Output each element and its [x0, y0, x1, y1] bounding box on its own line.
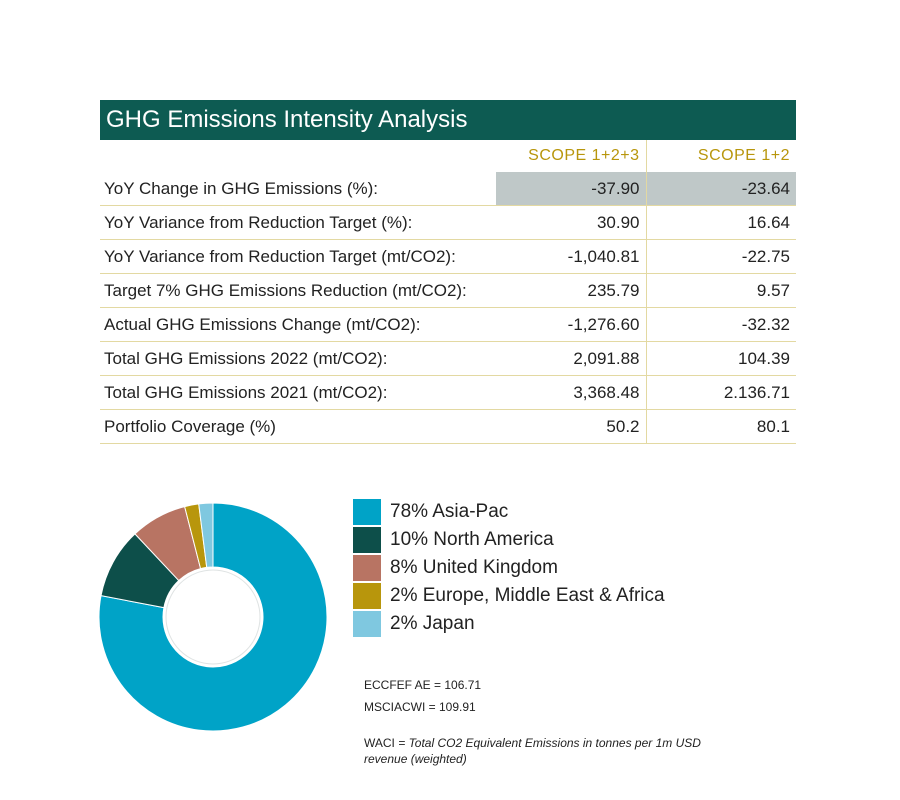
waci-definition: = Total CO2 Equivalent Emissions in tonn… — [364, 736, 701, 766]
row-label: YoY Variance from Reduction Target (%): — [100, 205, 496, 240]
legend-label: 78% Asia-Pac — [390, 501, 509, 522]
table-row: YoY Change in GHG Emissions (%): -37.90 … — [100, 172, 796, 206]
scope-12-value: -23.64 — [646, 172, 796, 206]
waci-term: WACI — [364, 736, 395, 750]
scope-12-value: 104.39 — [646, 341, 796, 376]
donut-inner-ring — [165, 569, 261, 665]
scope-123-value: 30.90 — [496, 205, 647, 240]
scope-12-value: 16.64 — [646, 205, 796, 240]
scope-123-value: 235.79 — [496, 273, 647, 308]
legend-swatch — [353, 555, 381, 581]
scope-12-value: 80.1 — [646, 409, 796, 444]
donut-slice — [99, 503, 327, 731]
legend-label: 2% Japan — [390, 613, 475, 634]
ghg-table: SCOPE 1+2+3 SCOPE 1+2 YoY Change in GHG … — [100, 140, 796, 444]
row-label: Actual GHG Emissions Change (mt/CO2): — [100, 307, 496, 342]
eccfef-note: ECCFEF AE = 106.71 — [364, 678, 482, 692]
scope-123-value: -1,040.81 — [496, 239, 647, 274]
legend-item: 8% United Kingdom — [353, 554, 665, 582]
ghg-table-card: GHG Emissions Intensity Analysis SCOPE 1… — [100, 100, 796, 444]
table-row: Target 7% GHG Emissions Reduction (mt/CO… — [100, 273, 796, 308]
row-label: Total GHG Emissions 2021 (mt/CO2): — [100, 375, 496, 410]
legend-swatch — [353, 527, 381, 553]
legend-item: 10% North America — [353, 526, 665, 554]
header-scope-123: SCOPE 1+2+3 — [496, 140, 647, 172]
header-scope-12: SCOPE 1+2 — [697, 147, 790, 164]
scope-123-value: 50.2 — [496, 409, 647, 444]
legend-item: 78% Asia-Pac — [353, 498, 665, 526]
msciacwi-note: MSCIACWI = 109.91 — [364, 700, 476, 714]
scope-12-value: -32.32 — [646, 307, 796, 342]
scope-12-value: 9.57 — [646, 273, 796, 308]
table-row: YoY Variance from Reduction Target (mt/C… — [100, 239, 796, 274]
scope-12-value: -22.75 — [646, 239, 796, 274]
table-row: Portfolio Coverage (%) 50.2 80.1 — [100, 409, 796, 444]
waci-note: WACI = Total CO2 Equivalent Emissions in… — [364, 735, 744, 767]
row-label: YoY Change in GHG Emissions (%): — [100, 172, 496, 206]
legend-swatch — [353, 611, 381, 637]
table-title: GHG Emissions Intensity Analysis — [100, 100, 796, 140]
chart-legend: 78% Asia-Pac 10% North America 8% United… — [353, 498, 665, 638]
legend-label: 2% Europe, Middle East & Africa — [390, 585, 665, 606]
donut-slice — [198, 503, 214, 568]
region-donut-chart — [99, 503, 327, 731]
row-label: YoY Variance from Reduction Target (mt/C… — [100, 239, 496, 274]
scope-123-value: -1,276.60 — [496, 307, 647, 342]
table-row: YoY Variance from Reduction Target (%): … — [100, 205, 796, 240]
legend-item: 2% Europe, Middle East & Africa — [353, 582, 665, 610]
legend-swatch — [353, 499, 381, 525]
row-label: Target 7% GHG Emissions Reduction (mt/CO… — [100, 273, 496, 308]
table-row: Total GHG Emissions 2021 (mt/CO2): 3,368… — [100, 375, 796, 410]
header-label-cell — [100, 140, 496, 172]
chart-notes: ECCFEF AE = 106.71 MSCIACWI = 109.91 WAC… — [364, 678, 744, 767]
table-row: Actual GHG Emissions Change (mt/CO2): -1… — [100, 307, 796, 342]
legend-label: 10% North America — [390, 529, 554, 550]
row-label: Portfolio Coverage (%) — [100, 409, 496, 444]
scope-123-value: 2,091.88 — [496, 341, 647, 376]
table-row: Total GHG Emissions 2022 (mt/CO2): 2,091… — [100, 341, 796, 376]
scope-12-value: 2.136.71 — [646, 375, 796, 410]
scope-123-value: -37.90 — [496, 172, 647, 206]
legend-label: 8% United Kingdom — [390, 557, 558, 578]
legend-item: 2% Japan — [353, 610, 665, 638]
legend-swatch — [353, 583, 381, 609]
table-header-row: SCOPE 1+2+3 SCOPE 1+2 — [100, 140, 796, 172]
row-label: Total GHG Emissions 2022 (mt/CO2): — [100, 341, 496, 376]
scope-123-value: 3,368.48 — [496, 375, 647, 410]
